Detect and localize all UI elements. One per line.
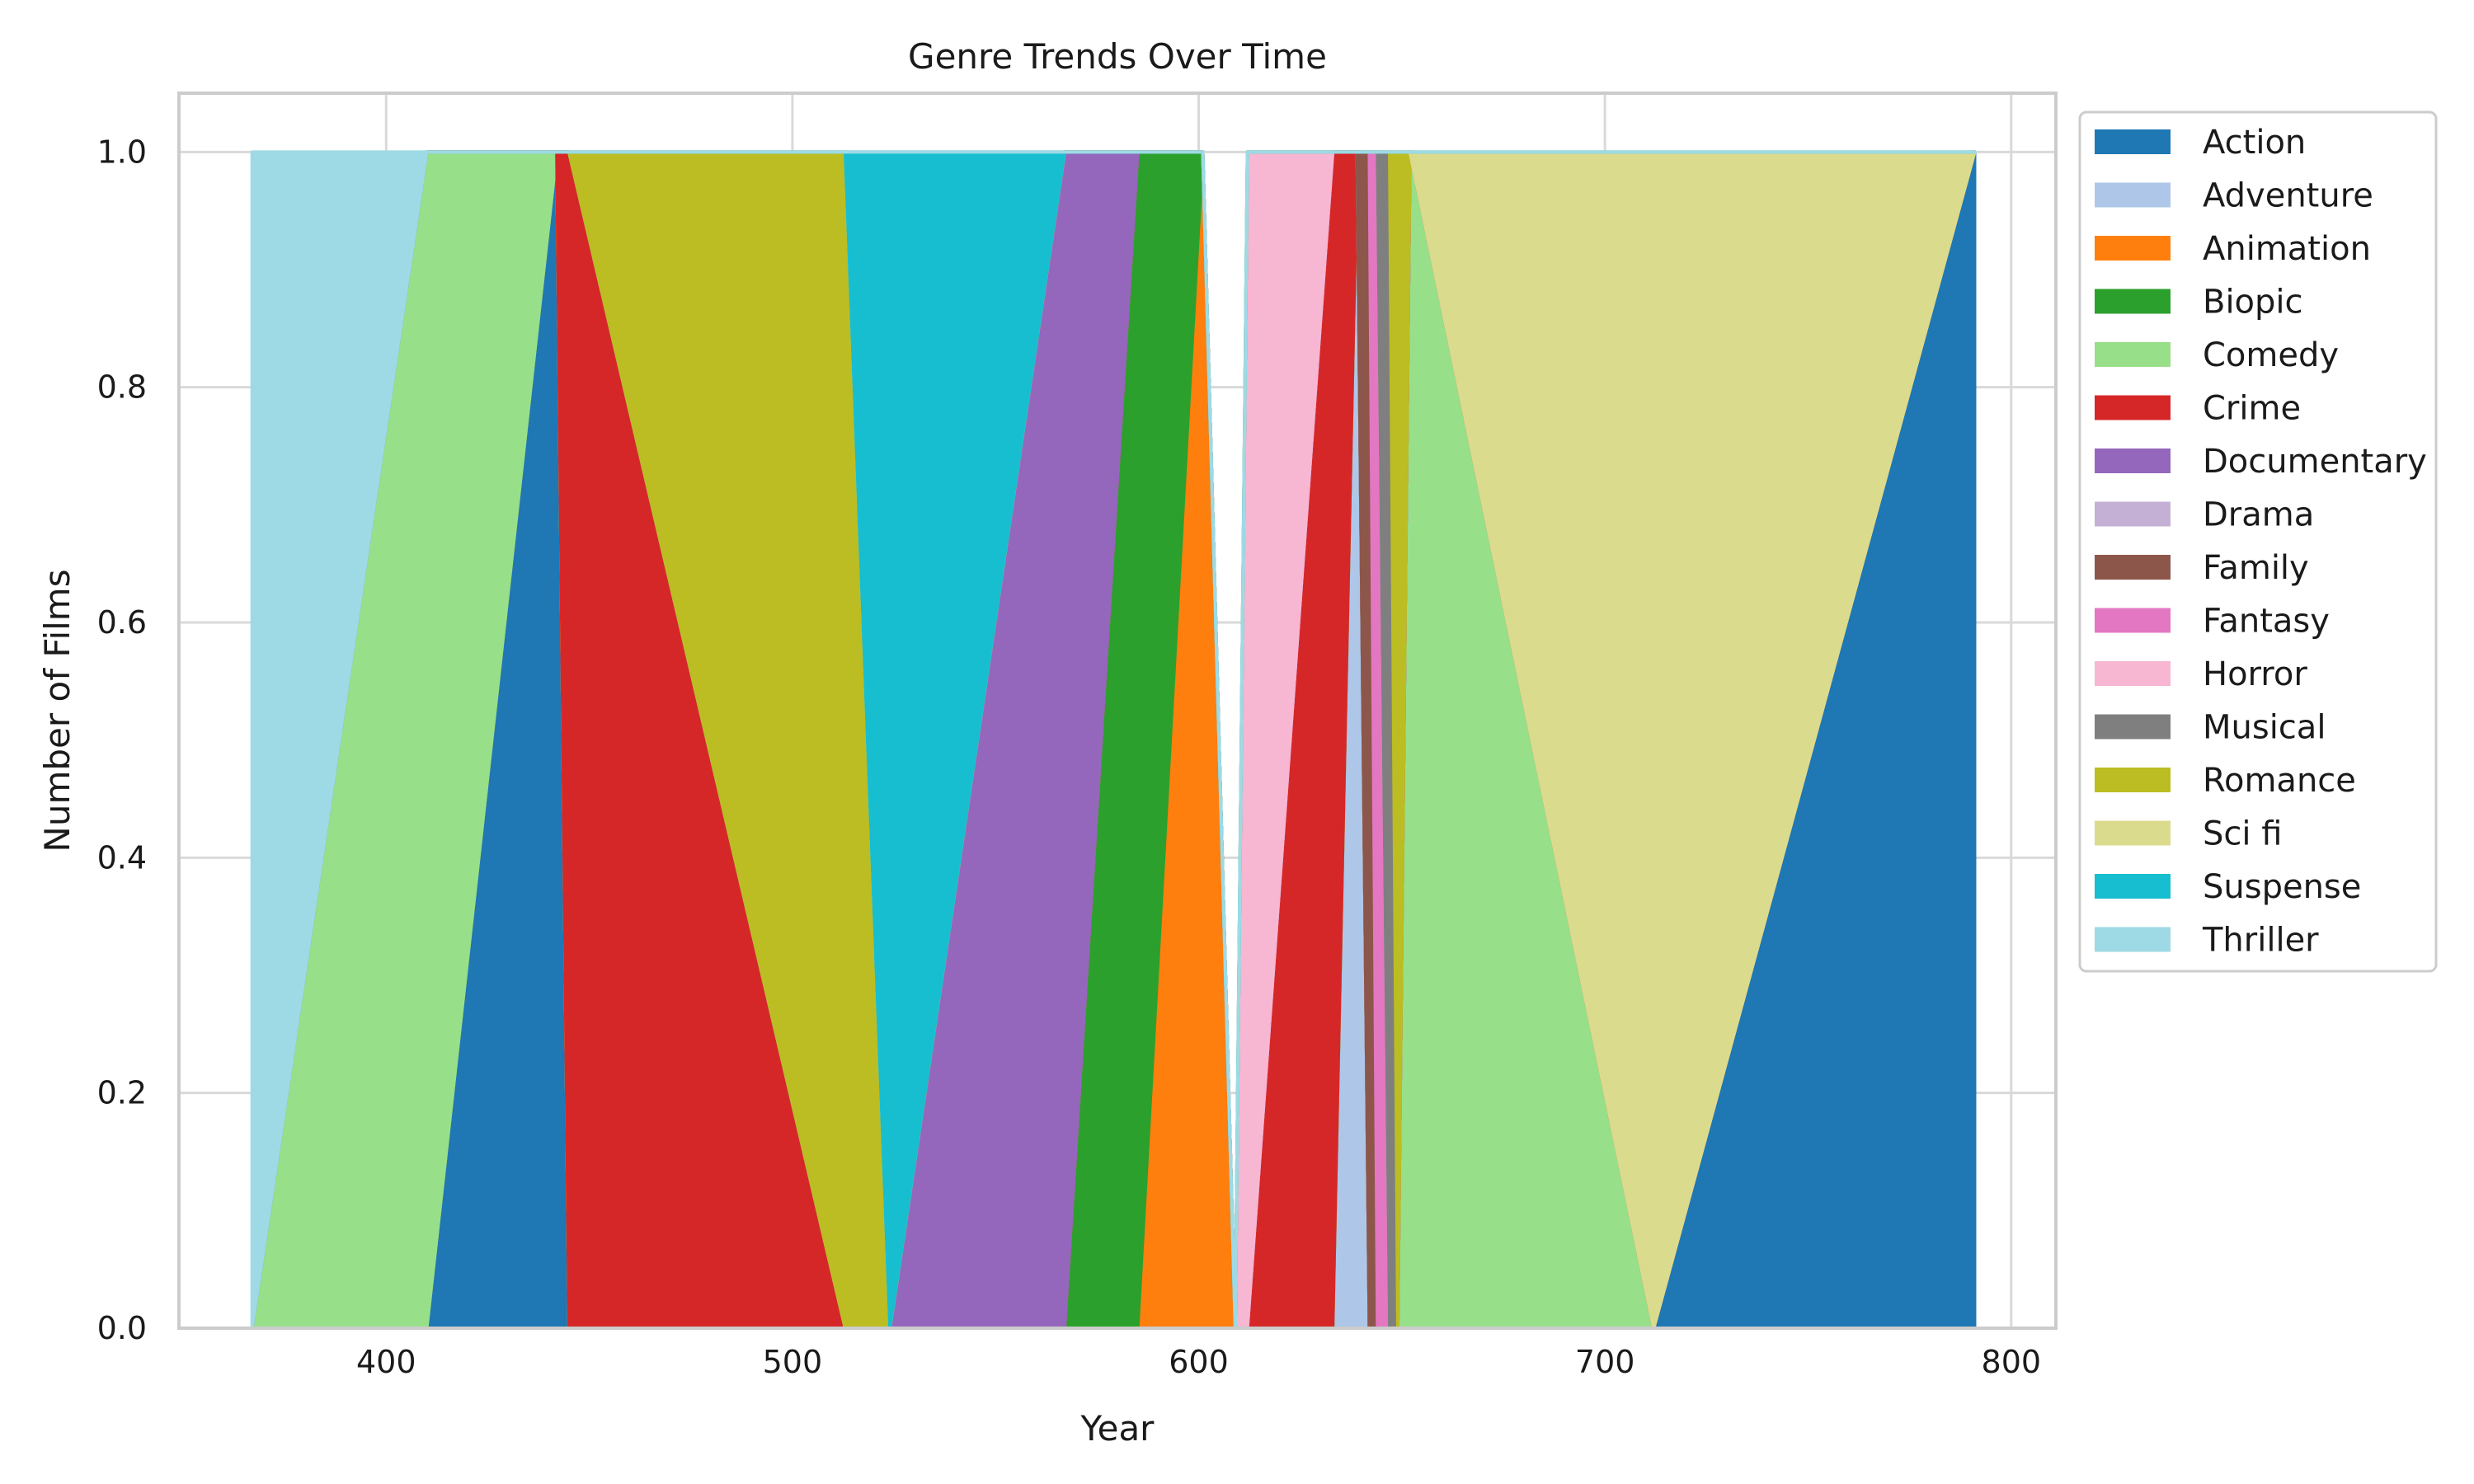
legend: Action Adventure Animation Biopic Comedy Crim… [2078, 110, 2438, 973]
legend-label-action: Action [2203, 124, 2306, 162]
legend-swatch-thriller [2095, 927, 2171, 952]
legend-swatch-family [2095, 555, 2171, 580]
legend-label-romance: Romance [2203, 762, 2356, 800]
legend-swatch-sci-fi [2095, 820, 2171, 846]
y-tick-label: 0.0 [97, 1310, 147, 1346]
area-thriller [250, 150, 1977, 1330]
legend-swatch-fantasy [2095, 608, 2171, 633]
legend-label-horror: Horror [2203, 655, 2307, 693]
y-tick-label: 0.2 [97, 1075, 147, 1111]
legend-label-suspense: Suspense [2203, 868, 2361, 906]
legend-label-thriller: Thriller [2202, 922, 2319, 960]
legend-label-biopic: Biopic [2203, 284, 2303, 322]
y-tick-label: 0.4 [97, 839, 147, 876]
legend-label-fantasy: Fantasy [2203, 603, 2330, 641]
legend-label-animation: Animation [2203, 230, 2371, 268]
legend-swatch-romance [2095, 768, 2171, 792]
x-tick-label: 800 [1982, 1344, 2042, 1380]
y-axis-ticks: 0.0 0.2 0.4 0.6 0.8 1.0 [97, 134, 147, 1346]
legend-swatch-adventure [2095, 182, 2171, 208]
legend-label-crime: Crime [2203, 390, 2301, 428]
legend-label-adventure: Adventure [2203, 177, 2373, 215]
legend-swatch-drama [2095, 501, 2171, 527]
legend-swatch-suspense [2095, 874, 2171, 899]
y-axis-label: Number of Films [37, 569, 78, 852]
legend-frame [2078, 110, 2438, 973]
legend-swatch-documentary [2095, 448, 2171, 473]
y-tick-label: 0.6 [97, 604, 147, 641]
legend-label-musical: Musical [2203, 709, 2326, 747]
x-tick-label: 500 [763, 1344, 823, 1380]
legend-swatch-musical [2095, 714, 2171, 740]
legend-swatch-crime [2095, 395, 2171, 420]
legend-swatch-comedy [2095, 342, 2171, 367]
y-tick-label: 1.0 [97, 134, 147, 170]
y-tick-label: 0.8 [97, 369, 147, 406]
legend-swatch-animation [2095, 236, 2171, 261]
x-tick-label: 700 [1575, 1344, 1635, 1380]
legend-label-family: Family [2203, 549, 2309, 587]
legend-swatch-biopic [2095, 289, 2171, 314]
plot-frame [177, 92, 2058, 1330]
legend-label-documentary: Documentary [2203, 443, 2427, 481]
legend-label-drama: Drama [2203, 496, 2314, 534]
stacked-area-series [250, 150, 1977, 1330]
legend-label-sci-fi: Sci fi [2203, 815, 2282, 853]
x-tick-label: 400 [356, 1344, 416, 1380]
chart-title: Genre Trends Over Time [908, 36, 1327, 77]
legend-label-comedy: Comedy [2203, 336, 2339, 374]
legend-swatch-action [2095, 129, 2171, 154]
x-tick-label: 600 [1169, 1344, 1229, 1380]
legend-swatch-horror [2095, 661, 2171, 686]
x-axis-label: Year [1080, 1408, 1155, 1449]
x-axis-ticks: 400 500 600 700 800 [356, 1344, 2041, 1380]
